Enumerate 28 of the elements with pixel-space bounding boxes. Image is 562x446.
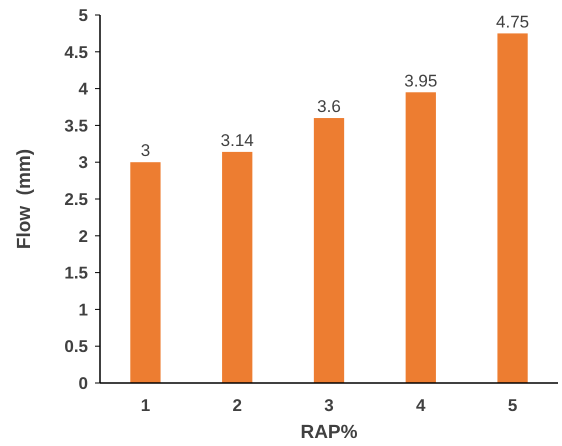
- y-axis-title: Flow (mm): [14, 148, 35, 250]
- y-tick-label: 0: [78, 374, 88, 393]
- y-tick-label: 3: [78, 153, 88, 172]
- y-tick-label: 4: [78, 80, 89, 99]
- y-tick-label: 2: [78, 226, 88, 246]
- y-tick-label: 2.5: [64, 190, 88, 209]
- y-tick-label: 1: [78, 300, 88, 320]
- y-tick-label: 4.5: [64, 42, 88, 62]
- y-tick-label: 3.5: [64, 116, 88, 136]
- y-tick-label: 0.5: [64, 337, 88, 356]
- x-tick-label: 4: [416, 396, 426, 415]
- data-label: 4.75: [496, 12, 530, 32]
- data-label: 3: [140, 141, 150, 160]
- bar: [130, 162, 161, 383]
- data-label: 3.14: [220, 130, 254, 150]
- x-tick-label: 1: [140, 396, 150, 415]
- x-tick-label: 2: [232, 396, 242, 415]
- y-tick-label: 1.5: [64, 264, 88, 283]
- bar: [406, 92, 436, 383]
- y-tick-label: 5: [78, 6, 88, 25]
- x-axis-title: RAP%: [300, 422, 358, 443]
- bar: [222, 152, 252, 383]
- data-label: 3.95: [404, 71, 438, 90]
- bar: [497, 33, 528, 383]
- x-tick-label: 3: [324, 396, 334, 415]
- data-label: 3.6: [317, 97, 341, 116]
- bar: [314, 118, 344, 383]
- x-tick-label: 5: [508, 396, 518, 415]
